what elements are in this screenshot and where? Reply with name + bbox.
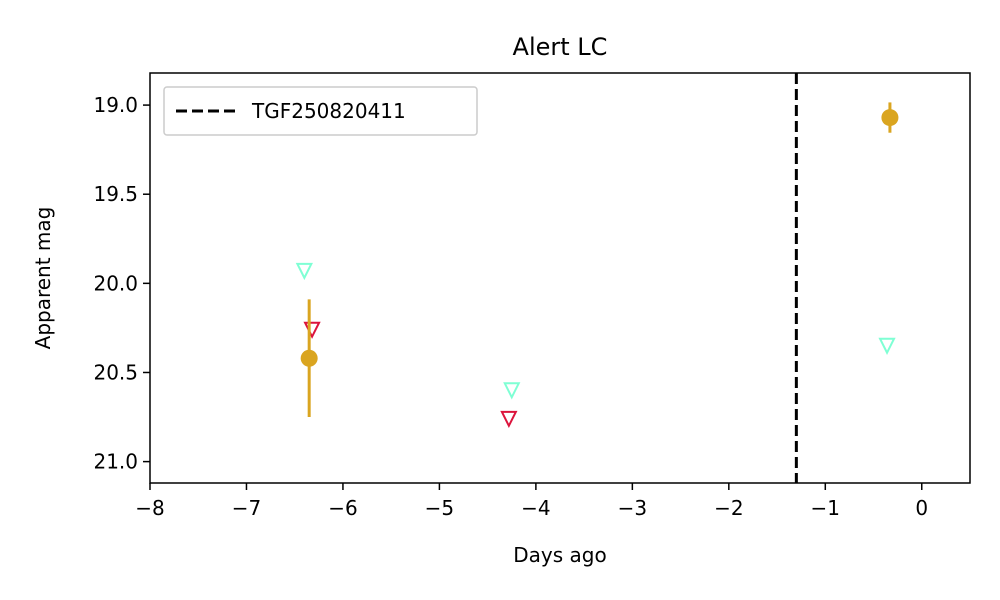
x-axis: −8 −7 −6 −5 −4 −3 −2 −1 0 [135,483,928,520]
y-tick-label: 20.0 [93,271,138,295]
x-tick-label: −5 [425,496,454,520]
y-axis-title: Apparent mag [31,207,55,350]
x-tick-label: −4 [521,496,550,520]
upper-limit-marker [295,262,313,281]
upper-limit-marker [503,382,521,400]
x-tick-label: 0 [915,496,928,520]
y-tick-label: 21.0 [93,450,138,474]
y-tick-label: 19.5 [93,182,138,206]
x-tick-label: −8 [135,496,164,520]
chart-title: Alert LC [513,33,608,61]
x-tick-label: −1 [811,496,840,520]
axes-frame [149,72,971,484]
x-axis-title: Days ago [513,543,606,567]
detection-point [300,349,318,367]
upper-limit-marker [303,321,321,339]
x-tick-label: −6 [328,496,357,520]
legend: TGF250820411 [163,86,478,136]
upper-limit-marker [500,410,518,429]
y-tick-label: 19.0 [93,93,138,117]
detection-point [881,109,899,127]
x-tick-label: −2 [714,496,743,520]
legend-box [163,86,478,136]
y-tick-label: 20.5 [93,360,138,384]
legend-label: TGF250820411 [251,99,406,123]
y-axis: 19.0 19.5 20.0 20.5 21.0 [93,93,150,474]
x-tick-label: −3 [618,496,647,520]
upper-limit-marker [878,337,896,355]
x-tick-label: −7 [232,496,261,520]
plot-area [295,73,899,483]
